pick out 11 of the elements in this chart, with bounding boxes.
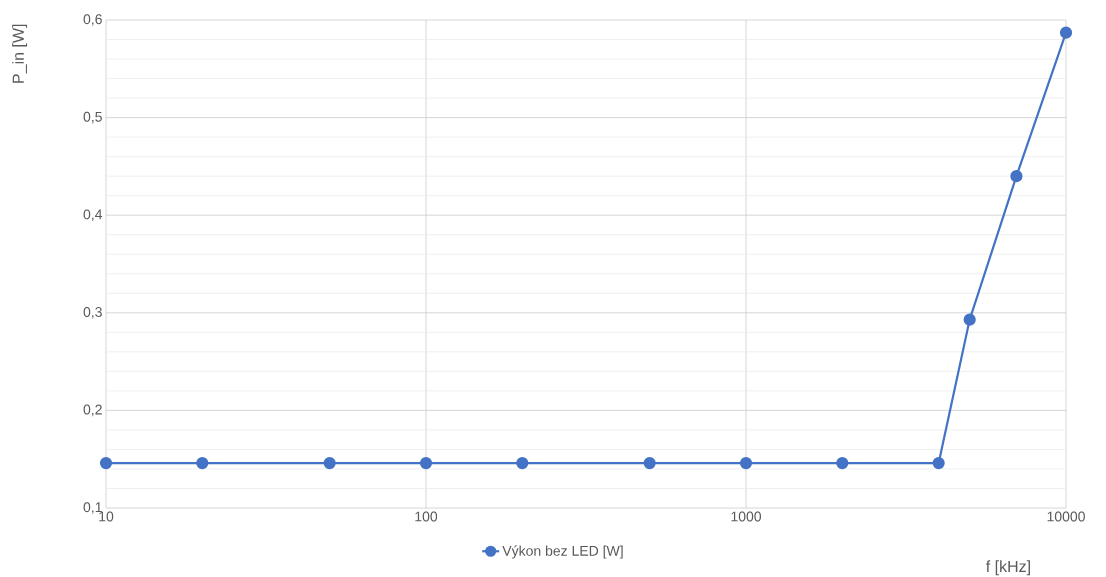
y-tick-label: 0,5 bbox=[83, 111, 102, 124]
y-tick-label: 0,2 bbox=[83, 404, 102, 417]
x-tick-label: 1000 bbox=[731, 511, 762, 522]
y-tick-label: 0,3 bbox=[83, 307, 102, 319]
x-tick-label: 100 bbox=[415, 511, 438, 522]
y-tick-label: 0,4 bbox=[83, 209, 103, 221]
y-tick-label: 0,6 bbox=[83, 14, 102, 26]
y-axis-title: P_in [W] bbox=[12, 24, 28, 83]
x-tick-label: 10000 bbox=[1047, 511, 1085, 522]
legend-label: Výkon bez LED [W] bbox=[502, 545, 623, 559]
x-axis-title: f [kHz] bbox=[985, 560, 1030, 576]
